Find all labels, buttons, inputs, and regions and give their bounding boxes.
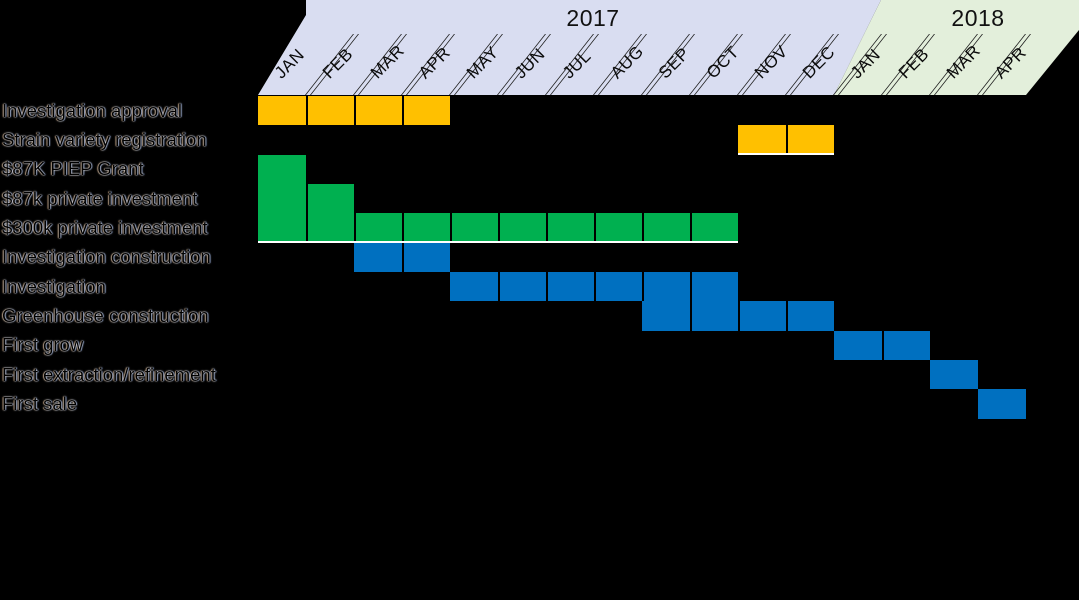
year-label-2018: 2018 xyxy=(951,5,1005,31)
bar-cell-row7-oct2017 xyxy=(690,271,738,302)
bar-cell-row8-oct2017 xyxy=(690,301,738,331)
bar-cell-row6-mar2017 xyxy=(354,242,402,272)
task-label-4: $87k private investment xyxy=(2,187,198,209)
task-label-10: First extraction/refinement xyxy=(2,363,216,385)
bar-cell-row7-jun2017 xyxy=(498,271,546,302)
task-label-11: First sale xyxy=(2,392,78,414)
bar-cell-row5-oct2017 xyxy=(690,213,738,243)
bar-white-underline-row5 xyxy=(258,240,738,243)
bar-cell-row1-apr2017 xyxy=(402,96,450,126)
bar-cell-row2-dec2017 xyxy=(786,125,834,155)
bar-cell-row1-feb2017 xyxy=(306,96,354,126)
bar-cell-row5-jun2017 xyxy=(498,213,546,243)
bar-cell-row1-jan2017 xyxy=(258,96,306,126)
bar-cell-row6-apr2017 xyxy=(402,242,450,272)
task-label-8: Greenhouse construction xyxy=(2,304,209,326)
bar-cell-row5-mar2017 xyxy=(354,213,402,243)
bar-cell-row10-mar2018 xyxy=(930,359,978,390)
bar-cell-row7-jul2017 xyxy=(546,271,594,302)
bar-cell-row5-apr2017 xyxy=(402,213,450,243)
bar-cell-row4-jan2017 xyxy=(258,183,306,214)
bar-cell-row4-feb2017 xyxy=(306,183,354,214)
bar-cell-row7-aug2017 xyxy=(594,271,642,302)
bar-cell-row9-jan2018 xyxy=(834,330,882,360)
task-label-5: $300k private investment xyxy=(2,216,208,238)
bar-cell-row11-apr2018 xyxy=(978,389,1026,419)
bar-cell-row5-jul2017 xyxy=(546,213,594,243)
bar-cell-row7-may2017 xyxy=(450,271,498,302)
task-label-3: $87K PIEP Grant xyxy=(2,158,144,180)
bar-cell-row1-mar2017 xyxy=(354,96,402,126)
task-label-2: Strain variety registration xyxy=(2,128,207,150)
bar-cell-row8-sep2017 xyxy=(642,301,690,331)
bar-cell-row9-feb2018 xyxy=(882,330,930,360)
bar-cell-row2-nov2017 xyxy=(738,125,786,155)
bar-cell-row8-dec2017 xyxy=(786,301,834,331)
bar-cell-row5-aug2017 xyxy=(594,213,642,243)
task-label-7: Investigation xyxy=(2,275,106,297)
bar-white-underline-row2 xyxy=(738,152,834,155)
task-label-9: First grow xyxy=(2,334,84,356)
year-label-2017: 2017 xyxy=(566,5,620,31)
task-label-1: Investigation approval xyxy=(2,99,182,121)
bar-cell-row7-sep2017 xyxy=(642,271,690,302)
bar-cell-row5-jan2017 xyxy=(258,213,306,243)
bar-cell-row5-sep2017 xyxy=(642,213,690,243)
task-label-6: Investigation construction xyxy=(2,246,211,268)
bar-cell-row8-nov2017 xyxy=(738,301,786,331)
bar-cell-row5-feb2017 xyxy=(306,213,354,243)
bar-cell-row5-may2017 xyxy=(450,213,498,243)
bar-cell-row3-jan2017 xyxy=(258,154,306,185)
